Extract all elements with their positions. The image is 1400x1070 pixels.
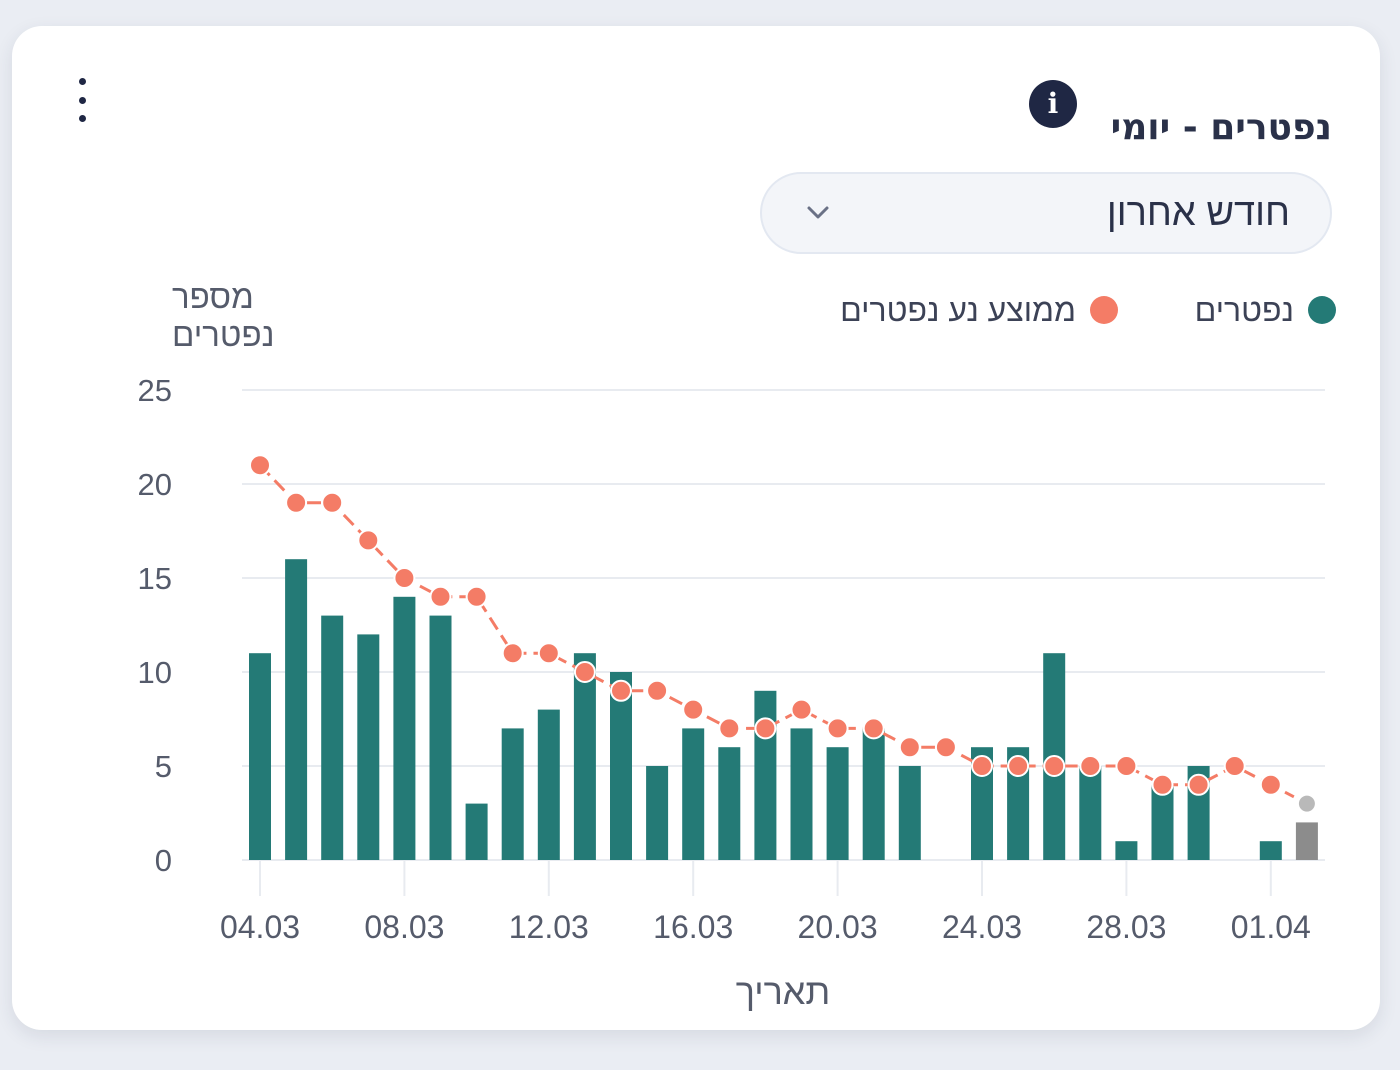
y-tick-label: 5 xyxy=(155,749,172,784)
bar xyxy=(1151,784,1174,860)
moving-average-point xyxy=(1079,755,1102,777)
bar xyxy=(537,709,560,860)
bar xyxy=(357,634,380,860)
chart-card: נפטרים - יומי i חודש אחרון נפטרים ממוצע … xyxy=(12,26,1380,1030)
moving-average-point xyxy=(898,736,921,759)
moving-average-point xyxy=(1296,793,1317,814)
bar xyxy=(826,747,849,860)
y-tick-label: 25 xyxy=(138,373,172,408)
menu-dot xyxy=(78,78,86,85)
x-tick-label: 24.03 xyxy=(942,909,1022,945)
moving-average-point xyxy=(862,717,885,740)
y-tick-label: 20 xyxy=(138,467,172,502)
bar xyxy=(790,728,813,860)
bar xyxy=(1259,841,1282,860)
moving-average-point xyxy=(501,642,524,665)
moving-average-point xyxy=(321,491,344,514)
y-axis-label: נפטרים xyxy=(172,316,274,353)
bar xyxy=(429,615,452,860)
moving-average-point xyxy=(610,679,632,702)
y-axis-label: מספר xyxy=(172,278,254,315)
moving-average-point xyxy=(573,661,596,683)
y-tick-label: 0 xyxy=(155,843,172,878)
moving-average-point xyxy=(537,642,560,665)
x-tick-label: 16.03 xyxy=(653,909,733,945)
moving-average-point xyxy=(249,454,271,477)
legend-item-deaths[interactable]: נפטרים xyxy=(1195,290,1336,330)
moving-average-line xyxy=(258,464,1272,787)
menu-dot xyxy=(78,96,86,104)
bar xyxy=(646,766,669,860)
moving-average-point xyxy=(971,755,993,777)
bar xyxy=(573,653,596,860)
moving-average-point xyxy=(1043,755,1066,777)
bar xyxy=(321,615,344,860)
bar xyxy=(393,596,416,860)
y-tick-label: 10 xyxy=(138,655,172,690)
moving-average-point xyxy=(790,698,813,721)
bar xyxy=(249,653,271,860)
x-tick-label: 08.03 xyxy=(364,909,444,945)
legend-label-deaths: נפטרים xyxy=(1194,291,1294,328)
moving-average-point xyxy=(754,717,777,740)
legend-label-moving-average: ממוצע נע נפטרים xyxy=(840,291,1076,328)
x-axis-label: תאריך xyxy=(736,971,831,1012)
bar xyxy=(465,803,488,860)
moving-average-point xyxy=(1115,755,1138,777)
moving-average-point xyxy=(393,567,416,589)
y-tick-label: 15 xyxy=(138,561,172,596)
moving-average-point xyxy=(1259,773,1282,796)
moving-average-point xyxy=(1223,755,1246,777)
time-range-select[interactable]: חודש אחרון xyxy=(760,172,1332,254)
moving-average-point xyxy=(1007,755,1030,777)
time-range-value: חודש אחרון xyxy=(1106,192,1290,234)
moving-average-point xyxy=(826,717,849,740)
card-title: נפטרים - יומי xyxy=(1110,107,1332,148)
legend-dot-moving-average xyxy=(1090,296,1118,324)
bar xyxy=(898,766,921,860)
moving-average-point xyxy=(934,736,957,759)
bar xyxy=(501,728,524,860)
chevron-down-icon xyxy=(807,206,829,219)
x-tick-label: 20.03 xyxy=(798,909,878,945)
x-tick-label: 28.03 xyxy=(1086,909,1166,945)
moving-average-point xyxy=(682,698,705,721)
info-icon[interactable]: i xyxy=(1029,80,1077,128)
legend-item-moving-average[interactable]: ממוצע נע נפטרים xyxy=(840,290,1118,330)
bar xyxy=(718,747,741,860)
moving-average-point xyxy=(429,585,452,608)
bar xyxy=(862,728,885,860)
bar xyxy=(285,559,308,860)
x-tick-label: 04.03 xyxy=(220,909,300,945)
moving-average-point xyxy=(718,717,741,740)
bar xyxy=(1295,822,1318,860)
bar xyxy=(754,690,777,860)
moving-average-point xyxy=(465,585,488,608)
bar xyxy=(682,728,705,860)
bar xyxy=(1079,766,1102,860)
moving-average-point xyxy=(1187,773,1210,796)
moving-average-point xyxy=(646,679,669,702)
legend-dot-deaths xyxy=(1308,296,1336,324)
x-tick-label: 01.04 xyxy=(1231,909,1311,945)
menu-dot xyxy=(78,115,86,122)
bar xyxy=(610,672,632,860)
bar xyxy=(1115,841,1138,860)
moving-average-point xyxy=(357,529,380,552)
moving-average-point xyxy=(1151,773,1174,796)
more-vertical-icon[interactable] xyxy=(70,78,94,122)
moving-average-point xyxy=(285,491,308,514)
x-tick-label: 12.03 xyxy=(509,909,589,945)
